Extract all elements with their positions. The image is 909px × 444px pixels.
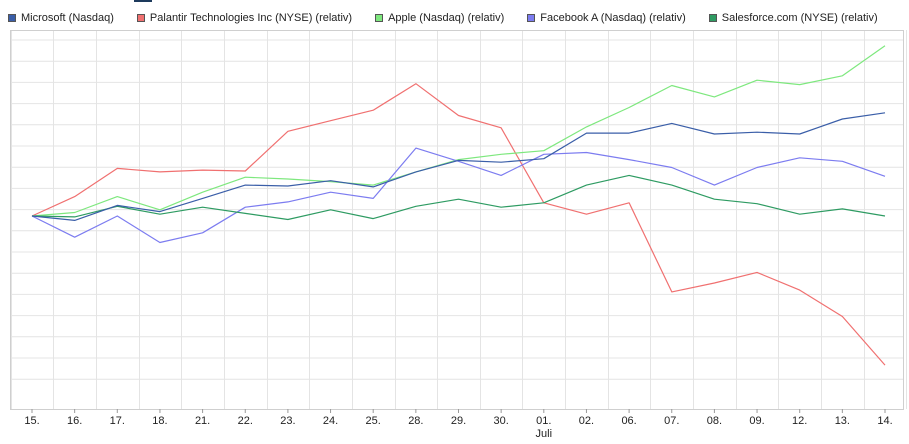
x-tick-label: 07. xyxy=(664,415,679,427)
x-tick-label: 17. xyxy=(110,415,125,427)
x-tick-label: 24. xyxy=(323,415,338,427)
legend-swatch-palantir xyxy=(136,13,145,22)
x-tick-label: 02. xyxy=(579,415,594,427)
x-tick-label: 14. xyxy=(877,415,892,427)
legend-label: Salesforce.com (NYSE) (relativ) xyxy=(721,11,878,24)
series-line-0 xyxy=(31,112,886,221)
legend-label: Microsoft (Nasdaq) xyxy=(21,11,114,24)
x-tick-label: 29. xyxy=(451,415,466,427)
legend-swatch-salesforce xyxy=(708,13,717,22)
x-axis: 15. 16. 17. 18. 21. 22. 23. 24. 25. 28. 29. 30. 01. 0… xyxy=(24,409,893,440)
x-tick-label: 08. xyxy=(707,415,722,427)
chart-legend: Microsoft (Nasdaq) Palantir Technologies… xyxy=(8,10,901,25)
x-tick-label: 28. xyxy=(408,415,423,427)
legend-item-palantir[interactable]: Palantir Technologies Inc (NYSE) (relati… xyxy=(136,11,353,24)
x-month-label: Juli xyxy=(536,428,553,440)
legend-item-salesforce[interactable]: Salesforce.com (NYSE) (relativ) xyxy=(708,11,878,24)
series-line-1 xyxy=(31,83,886,366)
legend-item-facebook[interactable]: Facebook A (Nasdaq) (relativ) xyxy=(527,12,686,24)
top-accent-bar xyxy=(134,0,152,2)
legend-label: Apple (Nasdaq) (relativ) xyxy=(388,11,505,24)
x-tick-label: 01. xyxy=(536,415,551,427)
x-tick-label: 22. xyxy=(238,415,253,427)
legend-item-apple[interactable]: Apple (Nasdaq) (relativ) xyxy=(375,12,504,24)
x-tick-label: 16. xyxy=(67,415,82,427)
legend-label: Palantir Technologies Inc (NYSE) (relati… xyxy=(149,11,353,24)
x-tick-label: 09. xyxy=(749,415,764,427)
x-tick-label: 23. xyxy=(280,415,295,427)
legend-item-microsoft[interactable]: Microsoft (Nasdaq) xyxy=(8,12,114,24)
x-tick-label: 12. xyxy=(792,415,807,427)
x-tick-label: 06. xyxy=(621,415,636,427)
x-tick-label: 15. xyxy=(24,415,39,427)
x-tick-label: 21. xyxy=(195,415,210,427)
legend-swatch-microsoft xyxy=(8,13,16,22)
series-line-4 xyxy=(31,174,886,221)
legend-swatch-facebook xyxy=(527,13,536,22)
x-tick-label: 13. xyxy=(835,415,850,427)
x-tick-label: 18. xyxy=(152,415,167,427)
legend-label: Facebook A (Nasdaq) (relativ) xyxy=(540,11,686,24)
grid xyxy=(10,30,907,409)
plot-frame xyxy=(10,30,904,410)
series-line-2 xyxy=(31,45,886,217)
x-tick-label: 30. xyxy=(494,415,509,427)
series-line-3 xyxy=(31,147,886,244)
x-tick-label: 25. xyxy=(366,415,381,427)
legend-swatch-apple xyxy=(375,13,384,22)
